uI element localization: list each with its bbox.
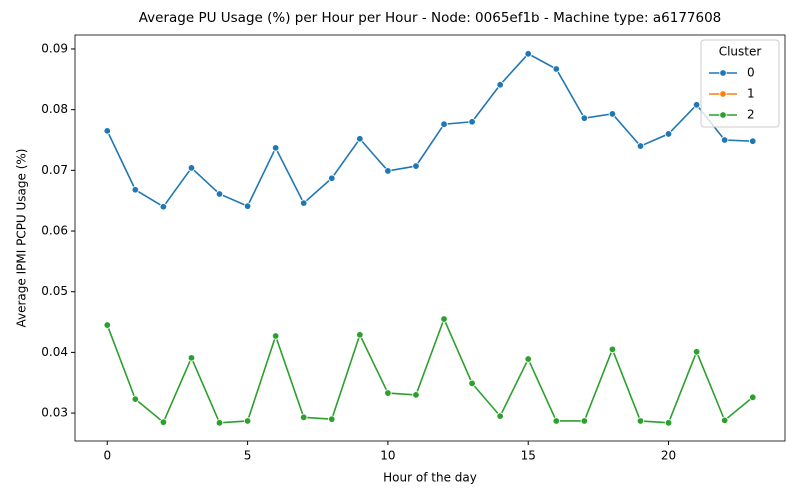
point (159, 203, 168, 211)
legend-label: 0 (747, 66, 755, 80)
point (412, 162, 420, 170)
x-tick-label: 5 (244, 449, 252, 463)
point (187, 354, 196, 362)
point (131, 395, 140, 403)
x-tick-label: 15 (521, 449, 536, 463)
legend-title: Cluster (719, 45, 762, 59)
x-axis-label: Hour of the day (383, 471, 477, 485)
point (159, 418, 168, 426)
chart-title: Average PU Usage (%) per Hour per Hour -… (139, 10, 722, 26)
legend-label: 2 (747, 108, 755, 122)
point (749, 137, 757, 145)
point (664, 419, 673, 427)
point (664, 130, 673, 138)
legend-marker (719, 111, 727, 119)
point (384, 167, 392, 175)
point (608, 110, 617, 118)
point (300, 413, 308, 422)
point (580, 417, 589, 425)
point (552, 65, 560, 73)
series-line (106, 316, 754, 424)
point (103, 127, 111, 135)
point (271, 332, 280, 340)
point (720, 416, 729, 425)
y-tick-label: 0.04 (41, 345, 68, 359)
point (412, 391, 420, 399)
legend-box (700, 39, 780, 128)
point (103, 321, 111, 329)
point (749, 393, 757, 402)
point (720, 136, 729, 144)
y-tick-label: 0.08 (41, 102, 68, 116)
y-tick-label: 0.03 (41, 406, 68, 420)
point (580, 114, 589, 122)
x-tick-label: 20 (661, 449, 676, 463)
point (692, 348, 701, 356)
point (440, 315, 448, 323)
point (215, 419, 224, 427)
y-axis-label: Average IPMI PCPU Usage (%) (15, 149, 29, 328)
plot-frame (74, 34, 786, 442)
point (328, 174, 336, 182)
legend-marker (719, 90, 727, 98)
point (636, 417, 645, 425)
point (636, 142, 645, 150)
y-tick-label: 0.05 (41, 284, 68, 298)
point (131, 186, 140, 194)
y-tick-label: 0.09 (41, 41, 68, 55)
point (440, 120, 448, 128)
point (468, 379, 476, 388)
point (524, 355, 532, 363)
x-tick-label: 10 (380, 449, 395, 463)
y-tick-label: 0.06 (41, 224, 68, 238)
point (356, 331, 364, 339)
series-line (106, 52, 753, 208)
point (243, 202, 252, 210)
point (356, 135, 364, 143)
x-tick-label: 0 (103, 449, 111, 463)
point (328, 415, 336, 423)
y-tick-label: 0.07 (41, 163, 68, 177)
point (215, 190, 224, 198)
point (300, 199, 308, 207)
point (187, 164, 196, 172)
point (243, 417, 252, 425)
point (552, 417, 560, 425)
point (524, 50, 532, 58)
legend-label: 1 (747, 87, 755, 101)
point (608, 345, 617, 354)
legend-marker (719, 69, 727, 77)
point (496, 81, 504, 89)
point (384, 389, 392, 397)
point (692, 101, 701, 109)
point (496, 412, 504, 420)
point (271, 144, 280, 152)
point (468, 118, 476, 126)
